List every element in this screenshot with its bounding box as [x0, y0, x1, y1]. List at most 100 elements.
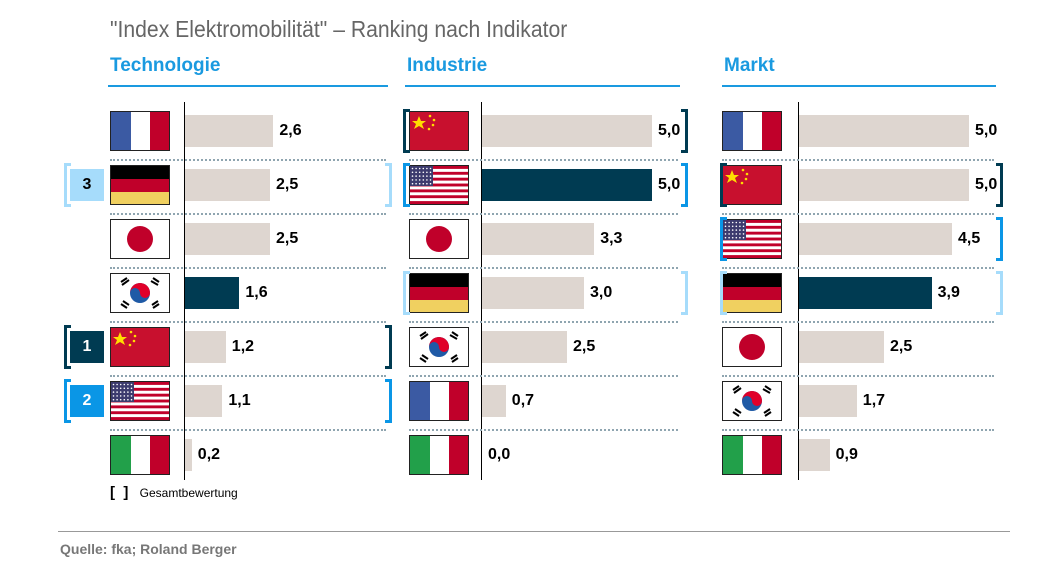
title-underline: [405, 85, 680, 87]
legend: [ ] Gesamtbewertung: [110, 484, 238, 501]
rank-bracket-left: [720, 163, 727, 207]
bar-de: [799, 277, 932, 309]
axis-line: [798, 102, 799, 480]
rank-bracket-left: [64, 379, 71, 423]
value-label: 2,5: [890, 338, 913, 355]
value-label: 1,2: [231, 338, 255, 355]
flag-fr-icon: [110, 111, 170, 151]
bar-us: [799, 223, 952, 255]
panel-title: Industrie: [407, 55, 488, 76]
value-label: 2,5: [276, 230, 299, 247]
flag-jp-icon: [110, 219, 170, 259]
value-label: 5,0: [975, 122, 998, 139]
rank-bracket-right: [385, 379, 392, 423]
panel-title: Markt: [724, 55, 775, 76]
bar-jp: [482, 223, 595, 255]
value-label: 3,3: [600, 230, 623, 247]
bar-jp: [799, 331, 884, 363]
flag-cn-icon: [722, 165, 782, 205]
row-separator: [409, 429, 678, 431]
value-label: 1,7: [862, 392, 886, 409]
title-underline: [108, 85, 388, 87]
flag-jp-icon: [722, 327, 782, 367]
row-separator: [409, 213, 678, 215]
row-separator: [110, 429, 386, 431]
bar-us: [482, 169, 652, 201]
row-separator: [110, 321, 386, 323]
row-separator: [722, 375, 994, 377]
row-separator: [110, 375, 386, 377]
value-label: 4,5: [958, 230, 981, 247]
panel-markt: Markt 5,0 5,0 4,5 3,9 2,5 1,7 0,9: [720, 55, 1003, 485]
rank-badge: 1: [70, 331, 104, 363]
bar-it: [185, 439, 192, 471]
row-separator: [409, 159, 678, 161]
value-label: 3,0: [590, 284, 613, 301]
rank-bracket-left: [403, 109, 410, 153]
flag-us-icon: [409, 165, 469, 205]
row-separator: [722, 429, 994, 431]
rank-bracket-right: [996, 163, 1003, 207]
flag-de-icon: [409, 273, 469, 313]
row-separator: [110, 159, 386, 161]
row-separator: [722, 321, 994, 323]
rank-bracket-right: [385, 325, 392, 369]
flag-fr-icon: [722, 111, 782, 151]
value-label: 0,9: [835, 446, 858, 463]
rank-bracket-left: [720, 271, 727, 315]
value-label: 5,0: [658, 176, 681, 193]
flag-jp-icon: [409, 219, 469, 259]
panel-title: Technologie: [110, 55, 221, 76]
bar-jp: [185, 223, 270, 255]
rank-bracket-left: [64, 163, 71, 207]
bar-kr: [185, 277, 240, 309]
rank-bracket-left: [403, 271, 410, 315]
bar-fr: [482, 385, 506, 417]
row-separator: [409, 375, 678, 377]
flag-us-icon: [110, 381, 170, 421]
value-label: 5,0: [975, 176, 998, 193]
value-label: 5,0: [658, 122, 681, 139]
value-label: 1,6: [245, 284, 268, 301]
row-separator: [110, 267, 386, 269]
bar-kr: [482, 331, 567, 363]
source-note: Quelle: fka; Roland Berger: [60, 541, 237, 557]
flag-fr-icon: [409, 381, 469, 421]
bar-cn: [185, 331, 226, 363]
rank-bracket-right: [681, 271, 688, 315]
flag-kr-icon: [409, 327, 469, 367]
value-label: 0,7: [511, 392, 535, 409]
rank-bracket-right: [681, 109, 688, 153]
bar-fr: [185, 115, 274, 147]
bar-it: [799, 439, 830, 471]
rank-bracket-right: [385, 163, 392, 207]
flag-it-icon: [110, 435, 170, 475]
divider: [58, 531, 1010, 532]
axis-line: [184, 102, 185, 480]
value-label: 3,9: [937, 284, 960, 301]
row-separator: [409, 267, 678, 269]
flag-us-icon: [722, 219, 782, 259]
panel-industrie: Industrie 5,0 5,0 3,3 3,0 2,5 0,7 0,0: [403, 55, 688, 485]
flag-cn-icon: [110, 327, 170, 367]
bar-de: [185, 169, 270, 201]
bar-fr: [799, 115, 969, 147]
rank-bracket-right: [681, 163, 688, 207]
bar-us: [185, 385, 223, 417]
bar-kr: [799, 385, 857, 417]
flag-kr-icon: [722, 381, 782, 421]
flag-de-icon: [110, 165, 170, 205]
row-separator: [110, 213, 386, 215]
title-underline: [722, 85, 996, 87]
rank-bracket-left: [64, 325, 71, 369]
value-label: 2,5: [276, 176, 299, 193]
panel-technologie: Technologie 2,6 2,5 3 2,5 1,6 1,2 1 1,1 2 0,2: [64, 55, 392, 485]
row-separator: [722, 213, 994, 215]
rank-bracket-right: [996, 271, 1003, 315]
axis-line: [481, 102, 482, 480]
row-separator: [409, 321, 678, 323]
value-label: 2,5: [573, 338, 596, 355]
rank-badge: 3: [70, 169, 104, 201]
bar-de: [482, 277, 584, 309]
rank-bracket-right: [996, 217, 1003, 261]
